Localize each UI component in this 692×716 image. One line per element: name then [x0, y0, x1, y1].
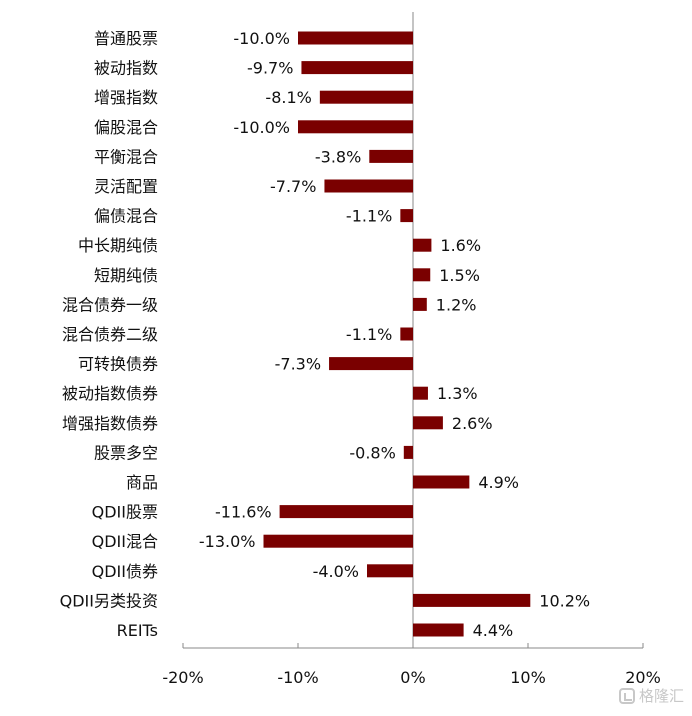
data-label: 1.5% — [439, 266, 480, 285]
category-label: 偏债混合 — [94, 207, 158, 226]
bar-4 — [369, 149, 413, 163]
bar-9 — [413, 297, 427, 311]
category-label: QDII债券 — [92, 562, 158, 581]
gelonghui-logo-icon — [618, 687, 635, 704]
category-label: QDII另类投资 — [60, 591, 158, 610]
data-label: -8.1% — [265, 88, 311, 107]
data-label: -9.7% — [247, 59, 293, 78]
bar-20 — [413, 623, 464, 637]
bar-3 — [298, 120, 413, 134]
bar-7 — [413, 238, 432, 252]
category-label: 被动指数债券 — [62, 384, 158, 403]
category-label: 灵活配置 — [94, 177, 158, 196]
category-label: 被动指数 — [94, 59, 158, 78]
x-tick-label: 10% — [510, 668, 546, 687]
bar-15 — [413, 475, 470, 489]
category-label: 增强指数债券 — [62, 414, 158, 433]
bar-0 — [298, 31, 413, 45]
data-label: 4.4% — [473, 621, 514, 640]
data-label: 1.6% — [440, 236, 481, 255]
category-label: 平衡混合 — [94, 147, 158, 166]
data-label: -1.1% — [346, 325, 392, 344]
bar-19 — [413, 593, 531, 607]
bar-6 — [400, 209, 413, 223]
data-label: -1.1% — [346, 207, 392, 226]
data-label: -13.0% — [199, 532, 256, 551]
watermark-text: 格隆汇 — [638, 687, 684, 705]
data-label: -10.0% — [233, 118, 290, 137]
x-tick-label: 0% — [400, 668, 425, 687]
category-label: QDII混合 — [92, 532, 158, 551]
x-tick-label: -10% — [277, 668, 318, 687]
category-label: 可转换债券 — [78, 355, 158, 374]
bar-11 — [329, 357, 413, 371]
category-label: QDII股票 — [92, 503, 158, 522]
x-tick-label: -20% — [162, 668, 203, 687]
x-tick-label: 20% — [625, 668, 661, 687]
data-label: -10.0% — [233, 29, 290, 48]
bar-18 — [367, 564, 413, 578]
data-label: -4.0% — [313, 562, 359, 581]
category-label: 混合债券一级 — [62, 295, 158, 314]
data-label: 2.6% — [452, 414, 493, 433]
bar-5 — [324, 179, 413, 193]
data-label: 4.9% — [478, 473, 519, 492]
category-label: 股票多空 — [94, 443, 158, 462]
category-label: 增强指数 — [94, 88, 158, 107]
data-label: -7.3% — [275, 355, 321, 374]
bar-1 — [301, 61, 413, 75]
data-label: -7.7% — [270, 177, 316, 196]
category-label: 混合债券二级 — [62, 325, 158, 344]
data-label: 10.2% — [539, 591, 590, 610]
data-label: -3.8% — [315, 147, 361, 166]
data-label: -11.6% — [215, 503, 272, 522]
data-label: 1.3% — [437, 384, 478, 403]
category-label: 短期纯债 — [94, 266, 158, 285]
data-label: -0.8% — [349, 443, 395, 462]
category-label: REITs — [117, 621, 158, 640]
bar-13 — [413, 416, 443, 430]
bar-16 — [279, 505, 413, 519]
category-label: 偏股混合 — [94, 118, 158, 137]
category-label: 商品 — [126, 473, 158, 492]
bar-8 — [413, 268, 431, 282]
bar-2 — [319, 90, 413, 104]
bar-10 — [400, 327, 413, 341]
category-label: 中长期纯债 — [78, 236, 158, 255]
category-label: 普通股票 — [94, 29, 158, 48]
bar-17 — [263, 534, 413, 548]
watermark: 格隆汇 — [618, 685, 684, 706]
data-label: 1.2% — [436, 295, 477, 314]
bar-12 — [413, 386, 428, 400]
bar-14 — [403, 445, 413, 459]
